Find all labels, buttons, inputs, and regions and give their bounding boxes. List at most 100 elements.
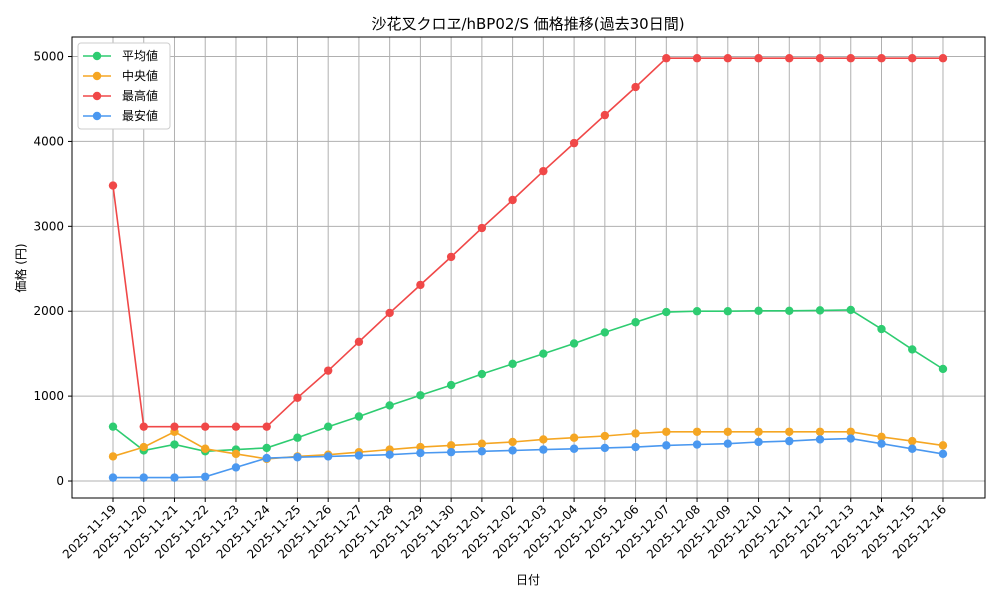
data-point <box>170 473 179 482</box>
x-axis: 2025-11-192025-11-202025-11-212025-11-22… <box>60 498 949 561</box>
data-point <box>139 442 148 452</box>
data-point <box>416 280 425 290</box>
legend-box <box>77 42 171 130</box>
data-point <box>385 308 394 318</box>
legend-label: 平均値 <box>122 48 158 63</box>
data-point <box>815 54 825 63</box>
data-point <box>908 345 917 354</box>
data-point <box>785 54 794 63</box>
data-point <box>354 337 364 346</box>
data-point <box>600 431 610 441</box>
data-point <box>754 306 763 315</box>
data-point <box>754 54 763 63</box>
legend-marker <box>92 91 102 101</box>
data-point <box>385 450 394 459</box>
data-point <box>600 328 610 337</box>
data-point <box>231 422 241 431</box>
y-tick-label: 5000 <box>33 50 64 64</box>
data-point <box>201 422 210 431</box>
series-line <box>113 437 944 479</box>
data-point <box>723 439 732 448</box>
data-point <box>569 339 579 348</box>
data-point <box>108 452 118 461</box>
data-point <box>662 54 671 63</box>
data-point <box>938 54 948 63</box>
data-point <box>539 166 548 176</box>
data-point <box>508 446 517 455</box>
data-point <box>477 369 487 379</box>
data-point <box>846 434 855 443</box>
data-point <box>323 452 333 461</box>
legend-label: 最安値 <box>122 108 158 123</box>
data-point <box>908 436 917 446</box>
y-tick-label: 1000 <box>33 389 64 403</box>
data-point <box>785 427 794 436</box>
data-point <box>262 453 271 463</box>
data-point <box>539 349 548 358</box>
legend-marker <box>92 51 102 61</box>
data-point <box>569 444 579 453</box>
legend-label: 中央値 <box>122 68 158 83</box>
data-point <box>262 443 271 453</box>
data-point <box>108 181 118 190</box>
data-point <box>139 422 148 431</box>
data-point <box>662 307 671 317</box>
data-point <box>815 427 825 436</box>
data-point <box>293 433 302 442</box>
x-axis-label: 日付 <box>516 573 540 587</box>
legend-label: 最高値 <box>122 88 158 103</box>
data-point <box>877 439 886 448</box>
data-point <box>108 422 118 431</box>
data-point <box>477 439 487 448</box>
data-point <box>446 441 456 450</box>
data-point <box>446 380 456 390</box>
data-point <box>785 306 794 315</box>
data-point <box>662 441 671 450</box>
data-point <box>108 473 118 482</box>
y-tick-label: 3000 <box>33 219 64 233</box>
data-point <box>539 435 548 444</box>
data-point <box>569 433 579 442</box>
data-point <box>477 447 487 456</box>
data-point <box>293 393 302 403</box>
series-line <box>112 57 943 428</box>
data-point <box>631 318 640 327</box>
data-point <box>139 473 148 482</box>
data-point <box>723 54 732 63</box>
data-point <box>938 364 948 374</box>
data-point <box>815 435 825 444</box>
y-tick-label: 2000 <box>33 304 64 318</box>
data-point <box>446 252 456 262</box>
data-point <box>938 449 948 459</box>
data-point <box>908 444 917 453</box>
data-point <box>631 442 640 452</box>
data-point <box>846 54 855 63</box>
data-point <box>631 429 640 438</box>
data-point <box>508 437 517 447</box>
grid <box>72 37 985 498</box>
data-point <box>692 54 702 63</box>
data-point <box>231 449 241 459</box>
data-point <box>723 427 732 436</box>
data-point <box>785 436 794 446</box>
data-point <box>416 391 425 400</box>
data-point <box>354 412 364 421</box>
y-axis: 0 1000 2000 3000 4000 5000 <box>33 50 72 488</box>
data-point <box>323 422 333 431</box>
data-point <box>692 440 702 449</box>
y-tick-label: 4000 <box>33 134 64 148</box>
series-line <box>112 430 944 460</box>
data-point <box>293 453 302 462</box>
data-point <box>354 451 364 460</box>
data-point <box>877 432 886 442</box>
data-point <box>723 307 732 316</box>
plot-frame <box>71 36 986 499</box>
data-point <box>846 305 855 315</box>
data-point <box>416 442 425 452</box>
data-point <box>385 401 394 410</box>
data-point <box>231 463 241 472</box>
data-point <box>416 448 425 458</box>
data-point <box>262 422 271 431</box>
